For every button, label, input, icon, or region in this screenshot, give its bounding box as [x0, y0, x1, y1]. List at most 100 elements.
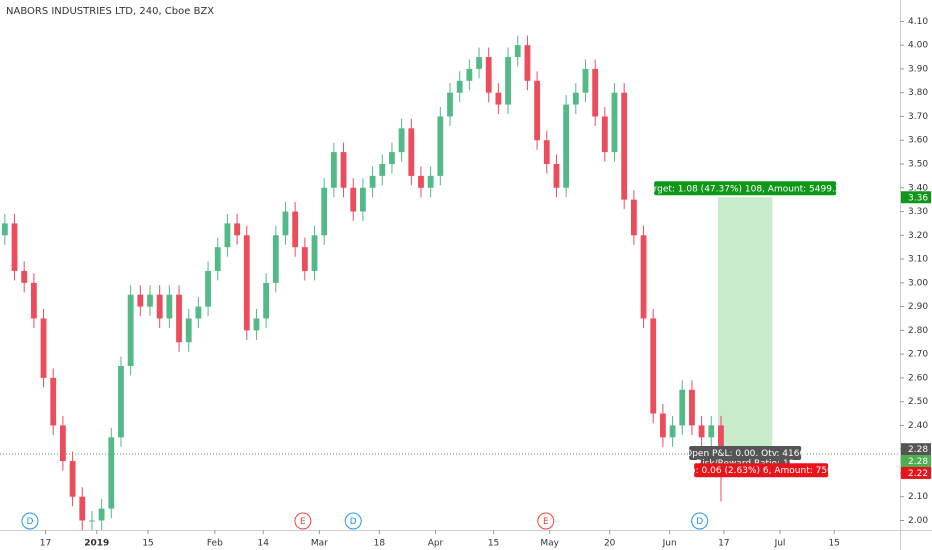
candle-body: [282, 211, 289, 236]
candle-body: [389, 152, 395, 164]
event-label: D: [350, 517, 357, 527]
candle-body: [330, 152, 337, 188]
candle-body: [350, 187, 357, 212]
x-tick-label: 17: [718, 539, 729, 549]
candle-body: [660, 413, 666, 438]
x-tick-label: Apr: [428, 539, 444, 549]
target-label: Target: 1.08 (47.37%) 108, Amount: 5499.…: [643, 184, 846, 194]
candle-body: [224, 223, 231, 248]
y-tick-label: 3.30: [908, 207, 928, 217]
candle-body: [437, 116, 444, 176]
x-tick-label: 15: [488, 539, 499, 549]
candle-body: [621, 92, 628, 200]
event-marker: [344, 512, 362, 530]
y-tick-label: 4.00: [908, 41, 928, 51]
y-tick-label: 3.50: [908, 159, 928, 169]
candle-body: [340, 152, 347, 188]
candle-body: [514, 45, 521, 58]
candle-body: [30, 282, 37, 319]
y-tick-label: 2.90: [908, 302, 928, 312]
target-zone: [718, 197, 773, 454]
candle-body: [253, 318, 260, 331]
y-tick-label: 2.10: [908, 492, 928, 502]
y-tick-label: 3.60: [908, 136, 928, 146]
candle-body: [79, 496, 86, 521]
candle-body: [108, 437, 115, 509]
candle-body: [166, 294, 173, 319]
candle-body: [485, 57, 492, 93]
candle-body: [69, 461, 76, 497]
candle-body: [505, 57, 511, 105]
event-label: E: [543, 517, 549, 527]
target-label-bg: [654, 181, 837, 196]
y-tick-label: 3.00: [908, 278, 928, 288]
candle-body: [185, 318, 192, 343]
candle-body: [524, 45, 531, 81]
event-marker: [21, 512, 39, 530]
x-tick-label: Jun: [662, 539, 677, 549]
candle-body: [630, 199, 637, 236]
stop-price-flag-bg: [901, 466, 931, 479]
candle-body: [669, 425, 676, 438]
y-tick-label: 3.90: [908, 64, 928, 74]
candle-body: [195, 306, 202, 319]
candle-body: [553, 163, 560, 188]
candle-body: [398, 128, 405, 153]
event-label: D: [27, 517, 34, 527]
event-label: D: [696, 517, 703, 527]
candle-body: [50, 377, 57, 426]
y-tick-label: 4.10: [908, 17, 928, 27]
candle-body: [476, 57, 482, 69]
candle-body: [592, 68, 599, 117]
target-price-flag-bg: [901, 191, 931, 204]
candle-body: [650, 318, 657, 414]
candle-body: [611, 92, 618, 153]
candle-body: [563, 104, 570, 188]
candle-body: [40, 318, 47, 378]
stop-price-flag: 2.22: [908, 469, 928, 479]
candle-body: [98, 508, 105, 521]
x-tick-label: Mar: [311, 539, 328, 549]
y-tick-label: 2.40: [908, 421, 928, 431]
candle-body: [679, 389, 686, 426]
y-tick-label: 2.80: [908, 326, 928, 336]
stop-label-bg: [694, 463, 829, 478]
candle-body: [60, 425, 66, 462]
y-tick-label: 3.20: [908, 231, 928, 241]
candle-body: [495, 92, 502, 105]
candle-body: [427, 175, 434, 188]
stop-label: Stop: 0.06 (2.63%) 6, Amount: 750.04: [675, 466, 847, 476]
candle-body: [11, 223, 18, 271]
candle-body: [292, 211, 299, 248]
candle-body: [572, 92, 579, 105]
x-tick-label: 15: [828, 539, 839, 549]
candle-body: [263, 282, 270, 319]
candle-body: [311, 235, 318, 271]
entry-price-flag-bg: [901, 455, 931, 468]
candle-body: [301, 247, 308, 271]
candle-body: [369, 175, 376, 188]
entry-price-flag: 2.28: [908, 457, 928, 467]
candle-body: [21, 270, 28, 283]
event-label: E: [300, 517, 306, 527]
candle-body: [205, 270, 211, 307]
candle-body: [689, 389, 695, 426]
candle-body: [534, 80, 540, 141]
candle-body: [118, 366, 124, 438]
candle-body: [360, 187, 366, 212]
y-tick-label: 2.50: [908, 397, 928, 407]
candle-body: [137, 294, 144, 307]
x-tick-label: May: [540, 539, 559, 549]
candle-body: [234, 223, 240, 236]
y-tick-label: 3.80: [908, 88, 928, 98]
target-price-flag: 3.36: [908, 193, 928, 203]
y-tick-label: 3.40: [908, 183, 928, 193]
x-tick-label: 2019: [84, 539, 109, 549]
y-tick-label: 2.60: [908, 373, 928, 383]
candle-body: [89, 520, 95, 522]
entry-price-flag: 2.28: [908, 445, 928, 455]
candle-body: [582, 68, 589, 93]
candle-body: [127, 294, 134, 367]
candle-body: [456, 80, 463, 93]
candle-body: [147, 294, 153, 307]
